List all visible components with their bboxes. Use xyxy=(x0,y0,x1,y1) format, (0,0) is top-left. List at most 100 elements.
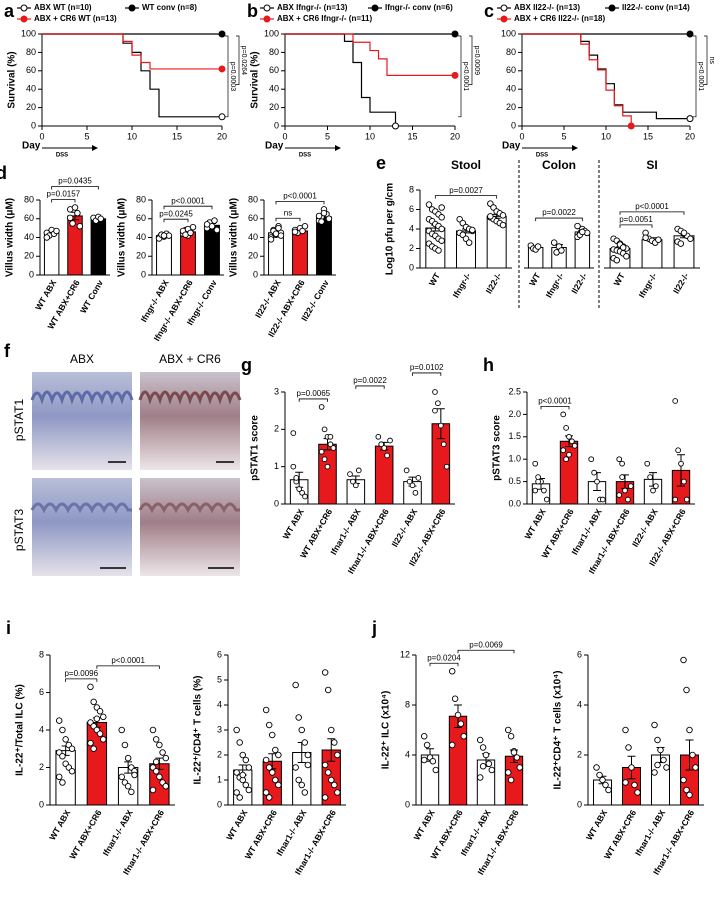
data-point xyxy=(90,745,97,753)
data-point xyxy=(43,234,51,241)
data-point xyxy=(623,253,630,260)
y-tick-label: 80 xyxy=(26,47,36,57)
y-tick-label: 2 xyxy=(217,749,222,759)
p-value: p=0.0003 xyxy=(229,62,236,91)
data-point xyxy=(485,760,493,768)
y-tick-label: 60 xyxy=(269,65,279,75)
data-point xyxy=(275,781,282,789)
y-tick-label: 1.5 xyxy=(508,431,521,441)
p-value: ns xyxy=(284,208,292,217)
annotation: DSS xyxy=(299,153,311,159)
data-point xyxy=(160,232,168,239)
data-point xyxy=(654,761,661,769)
y-axis-title: IL-22⁺/Total ILC (%) xyxy=(15,684,26,776)
legend-label: Ifngr-/- conv (n=6) xyxy=(385,3,453,12)
data-point xyxy=(100,713,107,721)
y-tick-label: 2 xyxy=(39,762,44,772)
y-tick-label: 4 xyxy=(577,699,582,709)
data-point xyxy=(245,764,253,771)
legend-marker xyxy=(20,4,28,12)
x-tick-label: Ifnar1-/- ABX xyxy=(633,808,667,858)
data-point xyxy=(233,789,240,796)
data-point xyxy=(594,478,600,485)
data-point xyxy=(631,781,638,789)
data-point xyxy=(435,247,442,254)
y-tick-label: 60 xyxy=(136,213,146,223)
legend-marker xyxy=(500,4,508,12)
p-value: p=0.0051 xyxy=(619,215,653,224)
data-point xyxy=(644,460,651,467)
end-marker xyxy=(451,30,459,38)
data-point xyxy=(93,715,101,723)
tissue-edge xyxy=(138,390,242,405)
survival-curve xyxy=(285,33,397,126)
panel-letter: d xyxy=(0,163,7,183)
data-point xyxy=(330,445,337,451)
data-point xyxy=(513,754,521,761)
y-tick-label: 0 xyxy=(141,269,146,279)
data-point xyxy=(302,493,308,500)
data-point xyxy=(233,726,240,734)
x-tick-label: WT ABX xyxy=(411,808,436,842)
data-point xyxy=(262,789,270,796)
data-point xyxy=(295,776,302,784)
data-point xyxy=(448,741,456,749)
end-marker xyxy=(218,65,226,73)
data-point xyxy=(599,776,606,784)
data-point xyxy=(487,213,494,220)
data-point xyxy=(680,656,687,664)
data-point xyxy=(563,424,569,431)
data-point xyxy=(657,746,664,754)
data-point xyxy=(651,721,658,729)
survival-curve xyxy=(285,33,455,76)
x-axis-title: Day xyxy=(22,141,41,152)
data-point xyxy=(616,456,623,463)
y-tick-label: 0 xyxy=(31,120,36,130)
bar xyxy=(90,218,107,276)
data-point xyxy=(532,460,539,467)
dss-arrowhead xyxy=(335,145,341,151)
row-label: pSTAT1 xyxy=(12,399,26,442)
y-tick-label: 12 xyxy=(400,649,410,659)
data-point xyxy=(59,779,66,786)
data-point xyxy=(429,758,437,765)
y-tick-label: 8 xyxy=(405,699,410,709)
y-tick-label: 4 xyxy=(405,749,410,759)
y-tick-label: 0.5 xyxy=(508,476,521,486)
comparison-bracket xyxy=(540,406,570,410)
data-point xyxy=(267,236,275,243)
y-tick-label: 2 xyxy=(409,243,414,253)
data-point xyxy=(591,469,597,476)
data-point xyxy=(663,764,670,771)
comparison-bracket xyxy=(619,211,685,215)
data-point xyxy=(660,756,667,764)
x-tick-label: WT ABX xyxy=(584,808,609,842)
p-value: p=0.0069 xyxy=(469,640,503,649)
row-label: pSTAT3 xyxy=(12,509,26,552)
x-tick-label: Il22-/- xyxy=(484,271,504,295)
data-point xyxy=(686,791,693,799)
data-point xyxy=(131,771,138,779)
dss-arrowhead xyxy=(92,145,98,151)
data-point xyxy=(560,411,567,418)
data-point xyxy=(504,769,512,776)
y-tick-label: 6 xyxy=(39,687,44,697)
data-point xyxy=(650,487,656,494)
data-point xyxy=(574,222,581,230)
data-point xyxy=(296,486,303,492)
x-tick-label: 20 xyxy=(217,131,227,141)
y-tick-label: 80 xyxy=(136,194,146,204)
data-point xyxy=(432,766,440,774)
y-tick-label: 20 xyxy=(506,102,516,112)
data-point xyxy=(321,669,329,676)
y-tick-label: 80 xyxy=(269,47,279,57)
data-point xyxy=(647,474,653,480)
data-point xyxy=(236,739,243,746)
comparison-bracket xyxy=(434,195,498,199)
data-point xyxy=(291,228,299,236)
data-point xyxy=(375,433,382,440)
bar xyxy=(374,445,394,505)
legend-label: ABX WT (n=10) xyxy=(34,3,92,12)
data-point xyxy=(534,243,542,250)
data-point xyxy=(625,744,632,751)
